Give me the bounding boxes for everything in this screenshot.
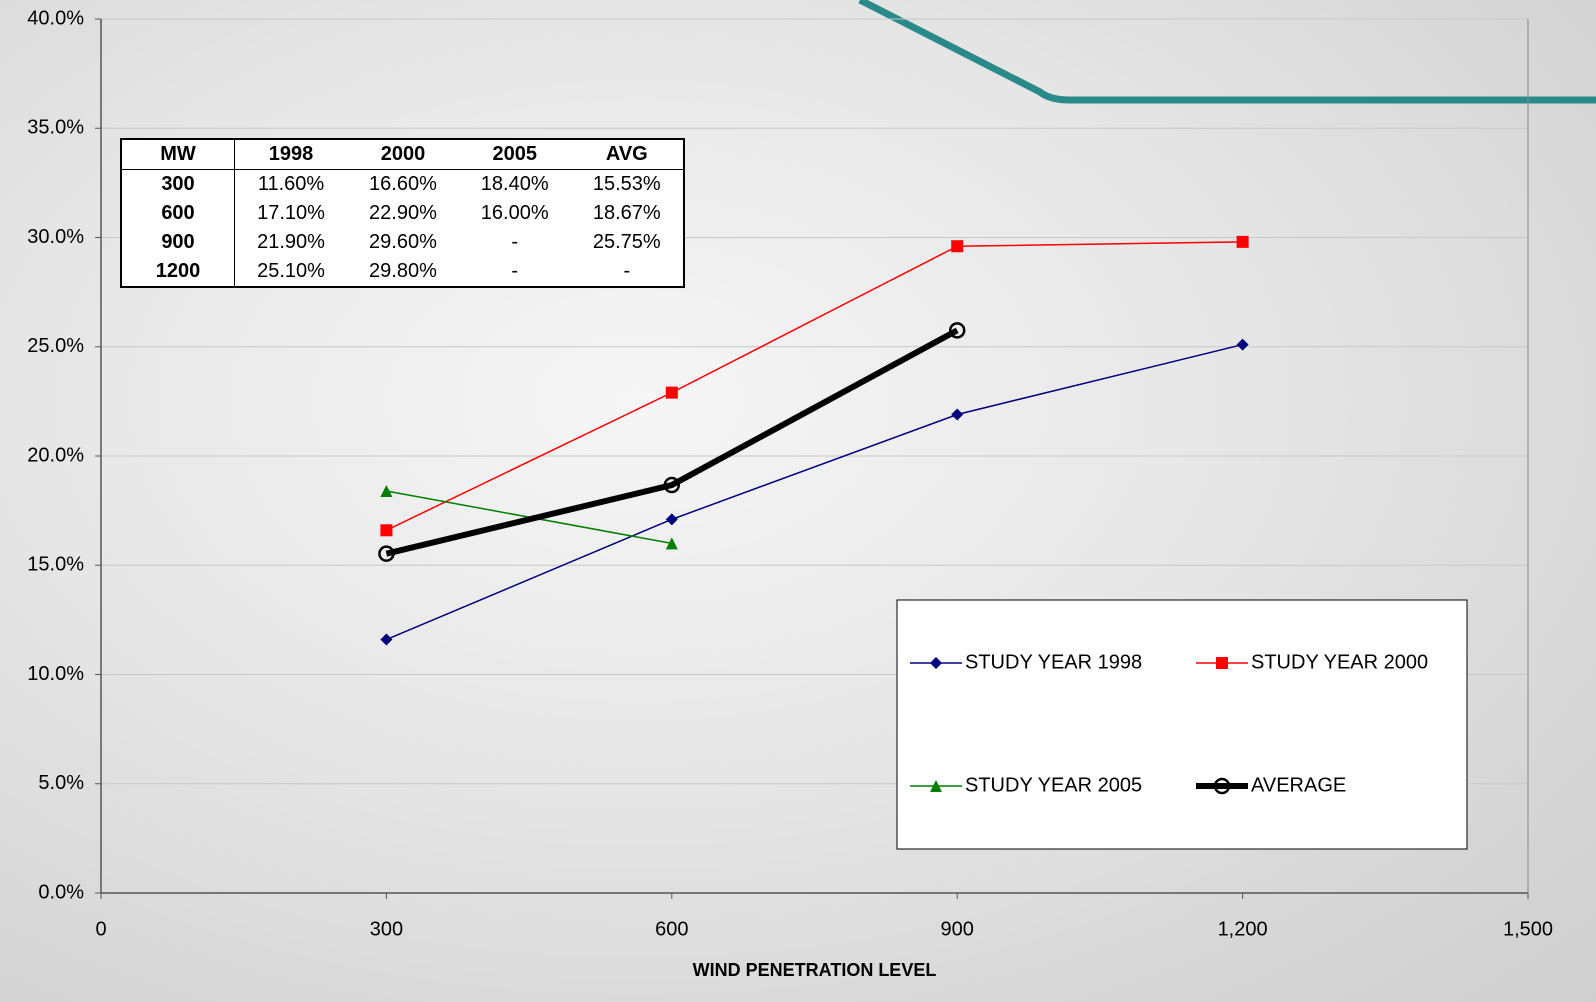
data-point (665, 386, 678, 399)
data-point (665, 513, 678, 526)
table-cell: 1200 (121, 257, 235, 287)
series-line (386, 241, 1243, 531)
table-cell: 25.10% (257, 260, 325, 282)
table-header-cell: 2005 (458, 139, 571, 170)
table-cell: 16.00% (480, 202, 549, 224)
x-tick-label: 900 (941, 918, 974, 940)
series-line (385, 327, 959, 557)
legend-marker (1213, 777, 1231, 795)
table-header-cell: 2000 (347, 139, 459, 170)
data-table: MW 1998 2000 2005 AVG 300 11.60% 16.60% 18.40% 15… (120, 138, 685, 288)
y-tick-label: 20.0% (27, 444, 84, 466)
x-tick-label: 1,500 (1503, 918, 1553, 940)
table-row: 300 11.60% 16.60% 18.40% 15.53% (121, 169, 684, 199)
table-cell: 300 (121, 169, 235, 199)
decoration (858, 0, 1596, 104)
table-header-row: MW 1998 2000 2005 AVG (121, 139, 684, 170)
data-point (951, 408, 964, 421)
legend-label: STUDY YEAR 1998 (965, 651, 1142, 673)
data-point (948, 322, 966, 339)
y-tick-label: 40.0% (27, 7, 84, 29)
x-tick-label: 300 (370, 918, 403, 940)
data-point (380, 484, 393, 497)
legend-marker (930, 657, 942, 669)
legend-marker (1216, 657, 1228, 669)
x-tick-label: 0 (95, 918, 106, 940)
table-cell: 11.60% (257, 173, 325, 195)
table-cell: 600 (121, 199, 235, 228)
x-tick-label: 1,200 (1218, 918, 1268, 940)
y-tick-label: 15.0% (27, 554, 84, 576)
table-cell: 18.67% (592, 202, 661, 224)
table-header-cell: 1998 (234, 139, 348, 170)
legend-box (896, 599, 1468, 850)
data-point (663, 476, 681, 494)
legend-label: STUDY YEAR 2005 (965, 774, 1142, 796)
x-tick-label: 600 (655, 918, 688, 940)
table-cell: - (511, 260, 519, 282)
data-point (1236, 235, 1249, 248)
data-point (380, 633, 393, 646)
table-cell: 900 (121, 228, 235, 257)
table-row: 900 21.90% 29.60% - 25.75% (121, 228, 684, 257)
y-tick-label: 25.0% (27, 335, 84, 357)
table-row: 1200 25.10% 29.80% - - (121, 257, 684, 287)
data-point (1236, 338, 1249, 351)
table-header-cell: MW (121, 139, 235, 170)
table-cell: 22.90% (369, 202, 437, 224)
data-point (951, 240, 964, 253)
legend-label: AVERAGE (1251, 774, 1346, 796)
table-cell: 15.53% (592, 173, 661, 195)
y-tick-label: 10.0% (27, 663, 84, 685)
table-cell: 18.40% (480, 173, 549, 195)
table-cell: 29.80% (369, 260, 437, 282)
table-header-cell: AVG (570, 139, 684, 170)
y-tick-label: 0.0% (38, 881, 84, 903)
x-axis-label: WIND PENETRATION LEVEL (693, 960, 937, 980)
table-cell: 29.60% (369, 231, 437, 253)
table-row: 600 17.10% 22.90% 16.00% 18.67% (121, 199, 684, 228)
table-cell: - (623, 260, 631, 282)
y-tick-label: 35.0% (27, 117, 84, 139)
y-tick-label: 5.0% (38, 772, 84, 794)
table-cell: 25.75% (592, 231, 661, 253)
data-point (665, 537, 678, 550)
table-cell: 21.90% (257, 231, 325, 253)
legend-label: STUDY YEAR 2000 (1251, 651, 1428, 673)
legend-marker (930, 780, 942, 792)
series-line (386, 343, 1243, 641)
y-tick-label: 30.0% (27, 226, 84, 248)
data-point (380, 524, 393, 537)
table-cell: - (511, 231, 519, 253)
table-cell: 17.10% (257, 202, 325, 224)
data-point (378, 545, 395, 562)
table-cell: 16.60% (369, 173, 437, 195)
